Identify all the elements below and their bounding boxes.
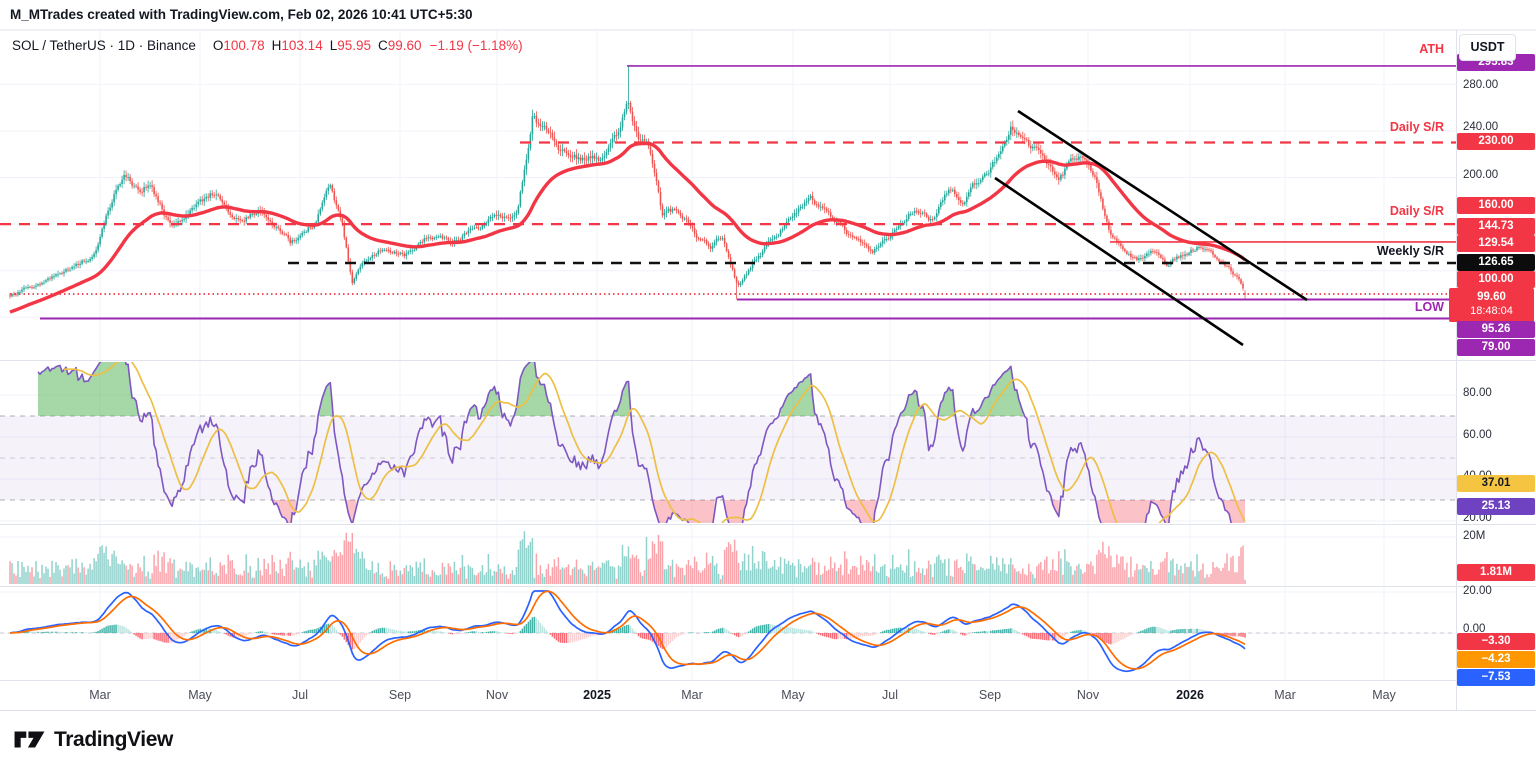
- price-scale-label: 100.00: [1457, 270, 1535, 288]
- legend-ohlc-value: 99.60: [387, 38, 422, 53]
- time-axis-label: Jul: [292, 688, 308, 702]
- price-scale-label: 79.00: [1457, 338, 1535, 356]
- level-annotation-low: LOW: [1414, 300, 1444, 314]
- legend-ohlc-key: H: [271, 38, 282, 53]
- time-axis-label: May: [1372, 688, 1396, 702]
- trendline-1: [1017, 109, 1308, 302]
- price-scale-tick: 60.00: [1463, 429, 1492, 441]
- rsi-pane: [0, 362, 1456, 523]
- price-scale-tick: 0.00: [1463, 623, 1486, 635]
- price-scale-label: −3.30: [1457, 632, 1535, 650]
- countdown-timer: 18:48:04: [1470, 305, 1513, 317]
- time-axis-label: May: [188, 688, 212, 702]
- current-price-label: 99.60 18:48:04: [1449, 288, 1534, 322]
- price-pane: [0, 65, 1456, 347]
- legend-symbol[interactable]: SOL / TetherUS · 1D · Binance: [12, 38, 196, 53]
- price-scale-label: 129.54: [1457, 234, 1535, 252]
- legend-ohlc-value: 100.78: [223, 38, 265, 53]
- time-axis-label: Sep: [978, 688, 1002, 702]
- price-scale-label: 144.73: [1457, 217, 1535, 235]
- price-scale-label: 37.01: [1457, 474, 1535, 492]
- level-annotation-weekly-s-r: Weekly S/R: [1376, 244, 1444, 258]
- price-scale-label: 160.00: [1457, 196, 1535, 214]
- price-scale-label: 230.00: [1457, 132, 1535, 150]
- time-axis-label: Mar: [1274, 688, 1296, 702]
- price-scale-label: 126.65: [1457, 253, 1535, 271]
- price-scale-tick: 240.00: [1463, 121, 1499, 133]
- price-scale-label: 95.26: [1457, 320, 1535, 338]
- legend-ohlc-key: L: [329, 38, 338, 53]
- legend-change: −1.19 (−1.18%): [429, 38, 523, 53]
- tradingview-logo-text: TradingView: [54, 727, 173, 751]
- macd-pane: [0, 590, 1456, 673]
- price-scale-label: 25.13: [1457, 497, 1535, 515]
- time-axis-label: Nov: [1076, 688, 1100, 702]
- price-scale-label: 1.81M: [1457, 563, 1535, 581]
- currency-toggle-button[interactable]: USDT: [1459, 34, 1516, 61]
- price-scale-label: −7.53: [1457, 668, 1535, 686]
- time-axis-label: Mar: [681, 688, 703, 702]
- legend-ohlc-key: C: [378, 38, 388, 53]
- symbol-legend[interactable]: SOL / TetherUS · 1D · Binance O100.78 H103…: [12, 38, 523, 53]
- volume-pane: [9, 531, 1246, 584]
- price-scale-tick: 200.00: [1463, 169, 1499, 181]
- tradingview-logo-icon: [14, 731, 45, 748]
- price-scale-tick: 80.00: [1463, 387, 1492, 399]
- legend-ohlc-key: O: [212, 38, 224, 53]
- legend-ohlc-value: 103.14: [281, 38, 323, 53]
- time-axis-label: May: [781, 688, 805, 702]
- time-axis-label: Nov: [485, 688, 509, 702]
- level-annotation-daily-s-r: Daily S/R: [1389, 120, 1444, 134]
- attribution-text: M_MTrades created with TradingView.com, …: [10, 7, 473, 22]
- trendline-2: [994, 176, 1244, 347]
- time-axis-label: Mar: [89, 688, 111, 702]
- moving-average-line: [9, 141, 1247, 314]
- time-axis-label: Sep: [388, 688, 412, 702]
- tradingview-logo[interactable]: TradingView: [14, 727, 173, 752]
- level-annotation-daily-s-r: Daily S/R: [1389, 204, 1444, 218]
- price-scale-tick: 20M: [1463, 530, 1486, 542]
- price-scale-tick: 280.00: [1463, 79, 1499, 91]
- time-axis-label: 2026: [1176, 688, 1204, 702]
- time-axis-label: 2025: [583, 688, 611, 702]
- time-axis-label: Jul: [882, 688, 898, 702]
- price-scale-label: −4.23: [1457, 650, 1535, 668]
- legend-ohlc-value: 95.95: [337, 38, 372, 53]
- level-annotation-ath: ATH: [1419, 42, 1444, 56]
- price-scale-tick: 20.00: [1463, 585, 1492, 597]
- price-scale-tick: 20.00: [1463, 512, 1492, 524]
